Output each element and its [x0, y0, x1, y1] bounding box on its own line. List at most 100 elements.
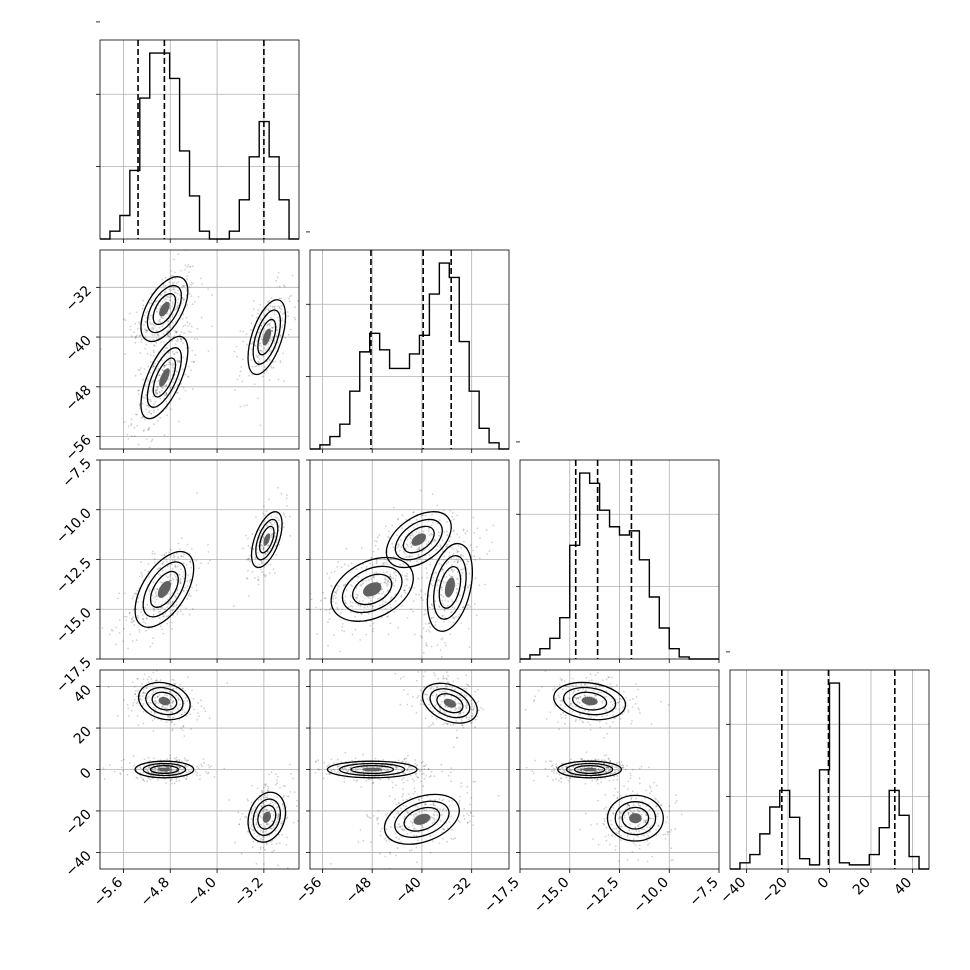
- sample-point: [551, 688, 554, 691]
- sample-point: [193, 708, 195, 711]
- sample-point: [630, 722, 633, 725]
- sample-point: [339, 771, 341, 774]
- sample-point: [144, 622, 147, 625]
- sample-point: [416, 524, 419, 526]
- sample-point: [420, 589, 423, 592]
- sample-point: [441, 770, 444, 773]
- sample-point: [631, 851, 634, 853]
- sample-point: [385, 561, 387, 564]
- sample-point: [453, 607, 456, 609]
- sample-point: [274, 305, 276, 308]
- sample-point: [153, 403, 156, 406]
- sample-point: [193, 337, 196, 340]
- sample-point: [280, 308, 283, 310]
- sample-point: [469, 820, 471, 823]
- sample-point: [264, 808, 266, 811]
- sample-point: [571, 710, 574, 713]
- sample-point: [132, 620, 134, 623]
- density-core: [411, 533, 427, 546]
- sample-point: [355, 587, 357, 590]
- sample-point: [580, 769, 583, 771]
- sample-point: [666, 816, 669, 819]
- sample-point: [310, 598, 313, 601]
- sample-point: [456, 667, 458, 669]
- sample-point: [614, 848, 617, 851]
- sample-point: [247, 537, 249, 540]
- sample-point: [398, 802, 400, 805]
- sample-point: [584, 694, 586, 697]
- sample-point: [577, 689, 580, 692]
- sample-point: [142, 688, 145, 691]
- histogram-step: [520, 472, 719, 660]
- sample-point: [259, 424, 262, 427]
- sample-point: [169, 299, 172, 302]
- sample-point: [269, 359, 271, 362]
- sample-point: [277, 817, 280, 819]
- sample-point: [336, 584, 339, 587]
- sample-point: [421, 576, 423, 579]
- sample-point: [333, 595, 336, 597]
- sample-point: [355, 762, 358, 764]
- sample-point: [434, 811, 436, 813]
- sample-point: [475, 701, 478, 704]
- sample-point: [160, 316, 163, 318]
- sample-point: [247, 544, 250, 547]
- sample-point: [604, 793, 607, 796]
- sample-point: [415, 829, 417, 831]
- sample-point: [443, 530, 445, 533]
- sample-point: [173, 291, 176, 294]
- sample-point: [159, 679, 162, 681]
- sample-point: [450, 599, 453, 601]
- sample-point: [326, 572, 329, 575]
- sample-point: [276, 814, 279, 817]
- sample-point: [171, 275, 173, 277]
- sample-point: [275, 541, 278, 543]
- sample-point: [144, 329, 147, 332]
- sample-point: [550, 765, 553, 768]
- density-contour: [352, 573, 393, 606]
- sample-point: [122, 769, 124, 772]
- sample-point: [439, 819, 442, 822]
- sample-point: [599, 777, 602, 780]
- y-tick-label: −40: [63, 848, 95, 880]
- sample-point: [390, 558, 392, 560]
- sample-point: [175, 370, 178, 373]
- sample-point: [271, 330, 274, 332]
- sample-point: [349, 594, 352, 597]
- sample-point: [343, 599, 346, 602]
- sample-point: [466, 812, 468, 815]
- sample-point: [183, 298, 186, 301]
- sample-point: [466, 704, 468, 707]
- sample-point: [161, 359, 163, 362]
- sample-point: [143, 396, 146, 399]
- sample-point: [621, 766, 624, 769]
- sample-point: [138, 389, 141, 392]
- sample-point: [179, 577, 182, 580]
- sample-point: [597, 799, 599, 802]
- sample-point: [260, 338, 263, 340]
- sample-point: [145, 687, 148, 689]
- sample-point: [629, 777, 632, 780]
- sample-point: [142, 779, 144, 781]
- sample-point: [407, 766, 410, 769]
- sample-point: [389, 582, 392, 584]
- sample-point: [271, 326, 273, 329]
- sample-point: [459, 703, 462, 706]
- sample-point: [425, 809, 428, 811]
- sample-point: [142, 703, 145, 705]
- sample-point: [266, 790, 269, 793]
- sample-point: [246, 558, 249, 561]
- sample-point: [140, 699, 143, 701]
- sample-point: [445, 576, 448, 578]
- sample-point: [144, 606, 147, 609]
- sample-point: [377, 597, 379, 600]
- sample-point: [533, 700, 535, 703]
- sample-point: [275, 842, 278, 845]
- sample-point: [579, 713, 582, 716]
- sample-point: [142, 617, 144, 620]
- sample-point: [261, 561, 264, 564]
- sample-point: [580, 769, 583, 772]
- sample-point: [146, 404, 149, 407]
- sample-point: [282, 526, 285, 529]
- sample-point: [603, 818, 606, 820]
